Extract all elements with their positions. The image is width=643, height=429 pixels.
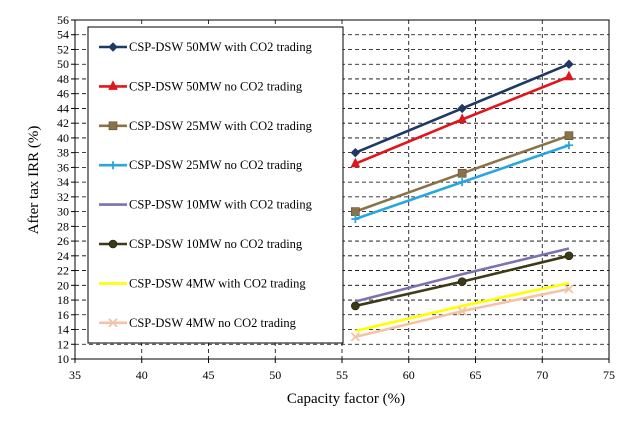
- y-tick-label-38: 38: [57, 146, 69, 160]
- x-tick-label-70: 70: [536, 368, 548, 382]
- x-tick-label-55: 55: [336, 368, 348, 382]
- x-tick-label-50: 50: [269, 368, 281, 382]
- series-0-point-0: [350, 147, 361, 158]
- series-1-point-2: [564, 70, 574, 81]
- series-7-point-2: [564, 284, 574, 294]
- y-tick-label-22: 22: [57, 264, 69, 278]
- series-line-6: [355, 281, 570, 333]
- legend-box: [87, 26, 344, 344]
- series-3-point-1: [458, 178, 467, 187]
- x-tick-label-65: 65: [470, 368, 482, 382]
- legend-entry-3: CSP-DSW 25MW no CO2 trading: [129, 158, 303, 172]
- y-axis-label: After tax IRR (%): [26, 126, 42, 235]
- series-7-point-1: [457, 306, 467, 316]
- y-tick-label-34: 34: [57, 175, 69, 189]
- y-tick-label-12: 12: [57, 337, 69, 351]
- legend-marker-3: [109, 161, 117, 170]
- y-tick-label-32: 32: [57, 190, 69, 204]
- legend-entry-4: CSP-DSW 10MW with CO2 trading: [129, 198, 313, 212]
- series-lines: [350, 59, 574, 342]
- y-tick-label-18: 18: [57, 293, 69, 307]
- series-2-point-0: [351, 207, 360, 216]
- y-tick-label-30: 30: [57, 205, 69, 219]
- series-3-point-2: [564, 141, 573, 150]
- x-axis-label: Capacity factor (%): [287, 391, 405, 407]
- x-tick-label-35: 35: [69, 368, 81, 382]
- x-tick-label-60: 60: [403, 368, 415, 382]
- legend: CSP-DSW 50MW with CO2 trading CSP-DSW 50M…: [87, 26, 344, 344]
- legend-entry-1: CSP-DSW 50MW no CO2 trading: [129, 79, 303, 93]
- y-tick-label-52: 52: [57, 42, 69, 56]
- series-2-point-2: [564, 131, 574, 141]
- axes: 1012141618202224262830323436384042444648…: [57, 13, 615, 382]
- series-5-point-0: [351, 301, 360, 311]
- y-tick-label-26: 26: [57, 234, 69, 248]
- series-3-point-0: [351, 214, 360, 223]
- legend-marker-7: [108, 318, 118, 328]
- legend-marker-1: [108, 80, 118, 90]
- y-tick-label-46: 46: [57, 87, 69, 101]
- series-2-point-1: [457, 168, 467, 178]
- series-line-4: [355, 247, 570, 303]
- y-tick-label-36: 36: [57, 160, 69, 174]
- x-tick-label-75: 75: [603, 368, 615, 382]
- y-tick-label-42: 42: [57, 116, 69, 130]
- x-tick-label-40: 40: [136, 368, 148, 382]
- series-0-point-2: [564, 59, 574, 69]
- y-tick-label-28: 28: [57, 219, 69, 233]
- series-1-point-1: [457, 113, 467, 123]
- y-tick-label-16: 16: [57, 308, 69, 322]
- y-tick-label-24: 24: [57, 249, 69, 263]
- legend-entry-7: CSP-DSW 4MW no CO2 trading: [129, 316, 297, 330]
- y-tick-label-56: 56: [57, 13, 69, 27]
- series-0-point-1: [457, 103, 467, 114]
- series-1-point-0: [350, 157, 361, 168]
- y-tick-label-10: 10: [57, 352, 69, 366]
- y-tick-label-40: 40: [57, 131, 69, 145]
- x-tick-label-45: 45: [203, 368, 215, 382]
- y-tick-label-48: 48: [57, 72, 69, 86]
- legend-entry-2: CSP-DSW 25MW with CO2 trading: [129, 119, 313, 133]
- legend-marker-2: [108, 121, 118, 131]
- y-tick-label-20: 20: [57, 278, 69, 292]
- legend-entry-6: CSP-DSW 4MW with CO2 trading: [129, 276, 306, 290]
- series-5-point-2: [564, 251, 574, 261]
- y-tick-label-14: 14: [57, 323, 69, 337]
- legend-entry-0: CSP-DSW 50MW with CO2 trading: [129, 40, 313, 54]
- series-5-point-1: [457, 277, 467, 286]
- legend-entry-5: CSP-DSW 10MW no CO2 trading: [129, 237, 303, 251]
- y-tick-label-50: 50: [57, 57, 69, 71]
- y-tick-label-54: 54: [57, 28, 69, 42]
- series-7-point-0: [350, 332, 360, 342]
- legend-marker-0: [108, 42, 118, 52]
- legend-marker-5: [108, 239, 118, 249]
- y-tick-label-44: 44: [57, 101, 69, 115]
